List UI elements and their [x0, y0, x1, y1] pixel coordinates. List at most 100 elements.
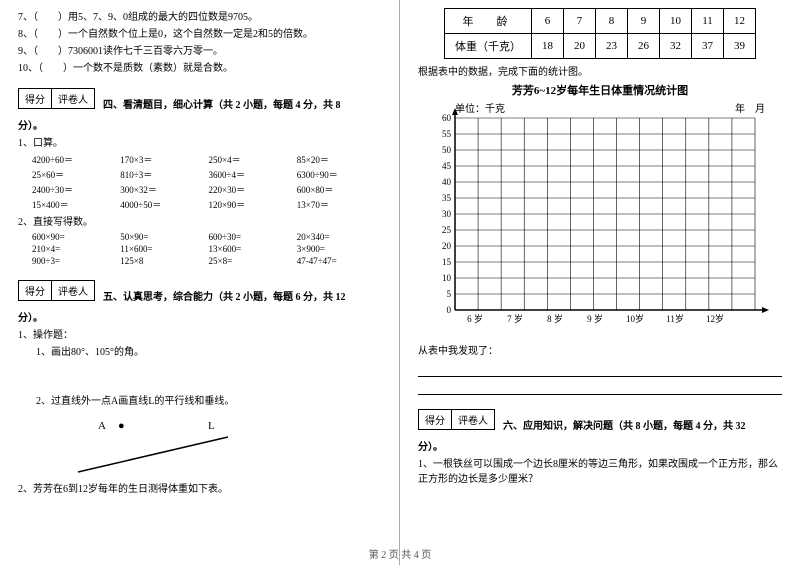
calc-item: 600÷30=: [209, 232, 293, 242]
svg-text:55: 55: [442, 129, 452, 139]
label-a: A: [98, 420, 106, 432]
p2: 2、直接写得数。: [18, 215, 381, 230]
section-5-title-b: 分）。: [18, 309, 381, 324]
svg-text:12岁: 12岁: [706, 313, 724, 324]
svg-text:7 岁: 7 岁: [507, 313, 523, 324]
calc-item: 85×20＝: [297, 153, 381, 166]
grader-cell: 评卷人: [51, 280, 95, 301]
calc-grid-2: 600×90=50×90=600÷30=20×340=210×4=11×600=…: [32, 232, 381, 266]
calc-item: 3600÷4＝: [209, 168, 293, 181]
chart: 单位：千克 年 月 6055504540353025201510506 岁7 岁…: [425, 100, 775, 340]
svg-text:25: 25: [442, 225, 452, 235]
calc-item: 600×90=: [32, 232, 116, 242]
svg-text:40: 40: [442, 177, 452, 187]
label-dot: ●: [118, 420, 125, 432]
line-diagram: A ● L: [48, 417, 248, 477]
svg-text:60: 60: [442, 113, 452, 123]
calc-item: 250×4＝: [209, 153, 293, 166]
calc-item: 13×600=: [209, 244, 293, 254]
calc-item: 13×70＝: [297, 198, 381, 211]
calc-item: 15×400＝: [32, 198, 116, 211]
calc-item: 300×32＝: [120, 183, 204, 196]
weight-table: 年 龄6789101112 体重（千克）18202326323739: [444, 8, 756, 59]
svg-text:35: 35: [442, 193, 452, 203]
section-4-title-b: 分）。: [18, 117, 381, 132]
calc-item: 2400÷30＝: [32, 183, 116, 196]
weight-cell: 23: [596, 34, 628, 59]
op3: 2、芳芳在6到12岁每年的生日测得体重如下表。: [18, 482, 381, 497]
svg-text:0: 0: [447, 305, 452, 315]
age-cell: 12: [724, 9, 756, 34]
q7: 7、（ ）用5、7、9、0组成的最大的四位数是9705。: [18, 10, 381, 25]
grader-cell: 评卷人: [451, 409, 495, 430]
calc-item: 25×60＝: [32, 168, 116, 181]
chart-date: 年 月: [735, 100, 765, 115]
calc-item: 810÷3＝: [120, 168, 204, 181]
score-cell: 得分: [418, 409, 451, 430]
weight-cell: 18: [532, 34, 564, 59]
write-line[interactable]: [418, 381, 782, 395]
weight-cell: 37: [692, 34, 724, 59]
svg-text:6 岁: 6 岁: [467, 313, 483, 324]
calc-item: 11×600=: [120, 244, 204, 254]
found-label: 从表中我发现了：: [418, 344, 782, 359]
age-cell: 6: [532, 9, 564, 34]
svg-text:10: 10: [442, 273, 452, 283]
chart-grid: 6055504540353025201510506 岁7 岁8 岁9 岁10岁1…: [425, 100, 775, 340]
op1: 1、画出80°、105°的角。: [36, 345, 381, 360]
age-cell: 8: [596, 9, 628, 34]
chart-title: 芳芳6~12岁每年生日体重情况统计图: [418, 82, 782, 98]
weight-cell: 39: [724, 34, 756, 59]
op: 1、操作题：: [18, 328, 381, 343]
svg-text:30: 30: [442, 209, 452, 219]
svg-text:50: 50: [442, 145, 452, 155]
line-l: [78, 437, 228, 472]
score-box-6: 得分 评卷人: [418, 409, 495, 430]
weight-cell: 26: [628, 34, 660, 59]
q9: 9、（ ）7306001读作七千三百零六万零一。: [18, 44, 381, 59]
svg-text:11岁: 11岁: [666, 313, 684, 324]
score-cell: 得分: [18, 88, 51, 109]
calc-item: 50×90=: [120, 232, 204, 242]
calc-item: 4200÷60＝: [32, 153, 116, 166]
calc-item: 120×90＝: [209, 198, 293, 211]
page-footer: 第 2 页 共 4 页: [0, 546, 800, 561]
score-box-4: 得分 评卷人: [18, 88, 95, 109]
calc-item: 170×3＝: [120, 153, 204, 166]
write-line[interactable]: [418, 363, 782, 377]
svg-text:5: 5: [447, 289, 452, 299]
age-cell: 9: [628, 9, 660, 34]
svg-text:20: 20: [442, 241, 452, 251]
p1: 1、口算。: [18, 136, 381, 151]
svg-text:8 岁: 8 岁: [547, 313, 563, 324]
calc-item: 6300÷90＝: [297, 168, 381, 181]
section-5-title: 五、认真思考，综合能力（共 2 小题，每题 6 分，共 12: [103, 292, 346, 303]
age-cell: 11: [692, 9, 724, 34]
q10: 10、（ ）一个数不是质数（素数）就是合数。: [18, 61, 381, 76]
calc-item: 3×900=: [297, 244, 381, 254]
calc-item: 220×30＝: [209, 183, 293, 196]
calc-item: 900÷3=: [32, 256, 116, 266]
chart-note: 根据表中的数据，完成下面的统计图。: [418, 65, 782, 80]
grader-cell: 评卷人: [51, 88, 95, 109]
calc-item: 4000÷50＝: [120, 198, 204, 211]
age-cell: 7: [564, 9, 596, 34]
section-4-title: 四、看清题目，细心计算（共 2 小题，每题 4 分，共 8: [103, 100, 341, 111]
q8: 8、（ ）一个自然数个位上是0，这个自然数一定是2和5的倍数。: [18, 27, 381, 42]
section-6-title: 六、应用知识，解决问题（共 8 小题，每题 4 分，共 32: [503, 421, 746, 432]
score-box-5: 得分 评卷人: [18, 280, 95, 301]
svg-text:15: 15: [442, 257, 452, 267]
age-cell: 10: [660, 9, 692, 34]
th-weight: 体重（千克）: [445, 34, 532, 59]
calc-item: 47-47÷47=: [297, 256, 381, 266]
app1: 1、一根铁丝可以围成一个边长8厘米的等边三角形，如果改围成一个正方形，那么正方形…: [418, 457, 782, 487]
calc-item: 25×8=: [209, 256, 293, 266]
th-age: 年 龄: [445, 9, 532, 34]
section-6-title-b: 分）。: [418, 438, 782, 453]
label-l: L: [208, 420, 215, 432]
weight-cell: 32: [660, 34, 692, 59]
found-text: 从表中我发现了：: [418, 346, 498, 357]
svg-text:9 岁: 9 岁: [587, 313, 603, 324]
calc-item: 125×8: [120, 256, 204, 266]
calc-item: 600×80＝: [297, 183, 381, 196]
